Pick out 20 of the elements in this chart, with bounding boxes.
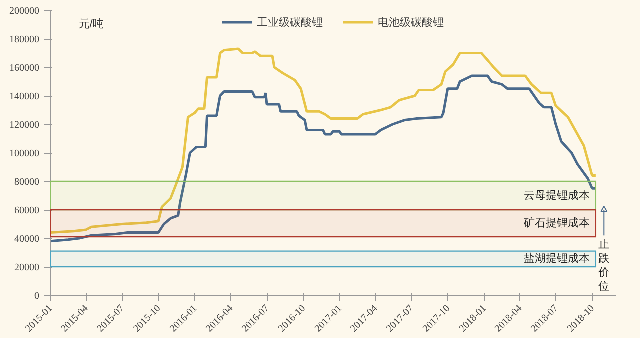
- legend-label: 电池级碳酸锂: [378, 16, 444, 30]
- y-tick-label: 120000: [10, 120, 40, 131]
- y-tick-label: 180000: [10, 34, 40, 46]
- line-series: [50, 74, 598, 243]
- y-tick-label: 20000: [14, 262, 40, 274]
- y-axis-title: 元/吨: [78, 18, 104, 30]
- y-tick-label: 140000: [10, 92, 40, 102]
- y-tick-label: 200000: [10, 6, 40, 17]
- band-label: 矿石提锂成本: [522, 216, 590, 230]
- y-tick-label: 80000: [14, 177, 40, 188]
- annotation: 止跌价位: [598, 238, 610, 294]
- legend-label: 工业级碳酸锂: [257, 16, 323, 30]
- line-series: [50, 48, 598, 234]
- y-tick-label: 60000: [14, 206, 40, 216]
- y-tick-label: 40000: [14, 234, 40, 245]
- band-label: 云母提锂成本: [524, 188, 590, 202]
- band-label: 盐湖提锂成本: [524, 252, 590, 266]
- y-tick-label: 100000: [10, 148, 40, 160]
- y-tick-label: 0: [34, 291, 40, 302]
- y-tick-label: 160000: [10, 63, 40, 74]
